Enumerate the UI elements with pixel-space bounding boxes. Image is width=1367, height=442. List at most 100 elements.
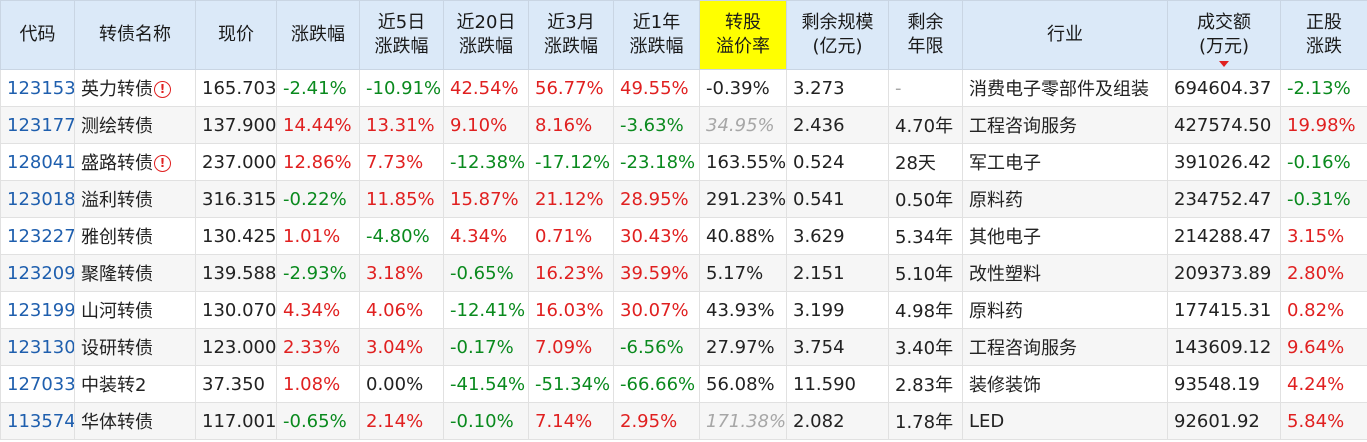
change-1y-cell: -6.56% — [613, 328, 700, 366]
change-5d-cell: 2.14% — [359, 402, 444, 440]
stock-change-cell-text: -0.16% — [1287, 151, 1351, 173]
name-cell[interactable]: 盛路转债! — [74, 143, 196, 181]
change-cell-text: -0.22% — [283, 188, 347, 210]
premium-cell-text: 56.08% — [706, 373, 775, 395]
years-cell-text: 1.78年 — [895, 412, 954, 433]
change-20d-cell-text: -12.38% — [450, 151, 526, 173]
change-20d-cell-text: -0.65% — [450, 262, 514, 284]
code-cell[interactable]: 123199 — [0, 291, 75, 329]
change-5d-cell-text: -10.91% — [366, 77, 442, 99]
scale-cell-text: 0.541 — [793, 188, 845, 210]
change-20d-cell: -0.10% — [443, 402, 529, 440]
premium-cell: 56.08% — [699, 365, 787, 403]
change-cell-text: 4.34% — [283, 299, 341, 321]
name-cell[interactable]: 山河转债 — [74, 291, 196, 329]
name-cell[interactable]: 测绘转债 — [74, 106, 196, 144]
code-cell[interactable]: 123227 — [0, 217, 75, 255]
change-cell-text: -2.41% — [283, 77, 347, 99]
change-1y-cell: 30.43% — [613, 217, 700, 255]
name-cell[interactable]: 中装转2 — [74, 365, 196, 403]
change-1y-cell: -66.66% — [613, 365, 700, 403]
code-cell[interactable]: 123177 — [0, 106, 75, 144]
table-row[interactable]: 123130 设研转债 123.000 2.33% 3.04% -0.17% 7.09% -6… — [0, 328, 1367, 366]
change-3m-cell-text: 0.71% — [535, 225, 593, 247]
scale-cell-text: 0.524 — [793, 151, 845, 173]
table-row[interactable]: 123153 英力转债! 165.703 -2.41% -10.91% 42.54% 56.… — [0, 69, 1367, 107]
change-5d-cell-text: 3.18% — [366, 262, 424, 284]
change-1y-cell-text: 2.95% — [620, 410, 678, 432]
table-row[interactable]: 123199 山河转债 130.070 4.34% 4.06% -12.41% 16.03%… — [0, 291, 1367, 329]
change-1y-cell: 49.55% — [613, 69, 700, 107]
col-header-industry[interactable]: 行业 — [962, 0, 1168, 70]
table-row[interactable]: 128041 盛路转债! 237.000 12.86% 7.73% -12.38% -17.… — [0, 143, 1367, 181]
price-cell-text: 165.703 — [202, 77, 277, 99]
premium-cell: 171.38% — [699, 402, 787, 440]
code-cell[interactable]: 127033 — [0, 365, 75, 403]
name-cell-text: 雅创转债 — [81, 227, 153, 248]
warning-icon[interactable]: ! — [154, 155, 171, 172]
table-row[interactable]: 123227 雅创转债 130.425 1.01% -4.80% 4.34% 0.71% 30… — [0, 217, 1367, 255]
change-1y-cell: -3.63% — [613, 106, 700, 144]
industry-cell: 改性塑料 — [962, 254, 1168, 292]
table-row[interactable]: 123209 聚隆转债 139.588 -2.93% 3.18% -0.65% 16.23%… — [0, 254, 1367, 292]
code-cell[interactable]: 123153 — [0, 69, 75, 107]
price-cell: 237.000 — [195, 143, 277, 181]
name-cell[interactable]: 聚隆转债 — [74, 254, 196, 292]
code-cell-text: 128041 — [7, 151, 75, 173]
table-row[interactable]: 123177 测绘转债 137.900 14.44% 13.31% 9.10% 8.16% -… — [0, 106, 1367, 144]
name-cell[interactable]: 英力转债! — [74, 69, 196, 107]
name-cell[interactable]: 溢利转债 — [74, 180, 196, 218]
change-20d-cell: 15.87% — [443, 180, 529, 218]
col-header-conversion-premium[interactable]: 转股 溢价率 — [699, 0, 787, 70]
change-cell: 2.33% — [276, 328, 360, 366]
stock-change-cell: -2.13% — [1280, 69, 1367, 107]
premium-cell: 5.17% — [699, 254, 787, 292]
col-header-5d-change[interactable]: 近5日 涨跌幅 — [359, 0, 444, 70]
code-cell[interactable]: 113574 — [0, 402, 75, 440]
col-header-price[interactable]: 现价 — [195, 0, 277, 70]
code-cell[interactable]: 128041 — [0, 143, 75, 181]
warning-icon[interactable]: ! — [154, 81, 171, 98]
years-cell: 1.78年 — [888, 402, 963, 440]
premium-cell: 163.55% — [699, 143, 787, 181]
table-row[interactable]: 127033 中装转2 37.350 1.08% 0.00% -41.54% -51.34%… — [0, 365, 1367, 403]
change-3m-cell-text: 7.14% — [535, 410, 593, 432]
col-header-stock-change[interactable]: 正股 涨跌 — [1280, 0, 1367, 70]
change-1y-cell: 28.95% — [613, 180, 700, 218]
change-cell: 1.01% — [276, 217, 360, 255]
years-cell-text: - — [895, 77, 902, 99]
col-header-name[interactable]: 转债名称 — [74, 0, 196, 70]
code-cell[interactable]: 123018 — [0, 180, 75, 218]
change-3m-cell: -17.12% — [528, 143, 614, 181]
col-header-20d-change[interactable]: 近20日 涨跌幅 — [443, 0, 529, 70]
turnover-cell-text: 214288.47 — [1174, 225, 1272, 247]
col-header-code[interactable]: 代码 — [0, 0, 75, 70]
industry-cell: 原料药 — [962, 291, 1168, 329]
change-cell-text: 2.33% — [283, 336, 341, 358]
years-cell-text: 5.34年 — [895, 227, 954, 248]
col-header-remaining-scale[interactable]: 剩余规模 (亿元) — [786, 0, 889, 70]
name-cell[interactable]: 设研转债 — [74, 328, 196, 366]
years-cell-text: 3.40年 — [895, 338, 954, 359]
col-header-turnover[interactable]: 成交额 (万元) — [1167, 0, 1281, 70]
change-3m-cell: 8.16% — [528, 106, 614, 144]
change-3m-cell-text: 21.12% — [535, 188, 604, 210]
code-cell[interactable]: 123130 — [0, 328, 75, 366]
name-cell[interactable]: 华体转债 — [74, 402, 196, 440]
col-header-3m-change[interactable]: 近3月 涨跌幅 — [528, 0, 614, 70]
col-header-1y-change[interactable]: 近1年 涨跌幅 — [613, 0, 700, 70]
years-cell: 5.34年 — [888, 217, 963, 255]
name-cell[interactable]: 雅创转债 — [74, 217, 196, 255]
price-cell-text: 237.000 — [202, 151, 277, 173]
industry-cell: LED — [962, 402, 1168, 440]
scale-cell-text: 2.151 — [793, 262, 845, 284]
change-1y-cell-text: 30.07% — [620, 299, 689, 321]
turnover-cell: 694604.37 — [1167, 69, 1281, 107]
table-row[interactable]: 113574 华体转债 117.001 -0.65% 2.14% -0.10% 7.14% 2… — [0, 402, 1367, 440]
years-cell: 0.50年 — [888, 180, 963, 218]
col-header-change[interactable]: 涨跌幅 — [276, 0, 360, 70]
code-cell[interactable]: 123209 — [0, 254, 75, 292]
table-row[interactable]: 123018 溢利转债 316.315 -0.22% 11.85% 15.87% 21.12… — [0, 180, 1367, 218]
change-cell: 14.44% — [276, 106, 360, 144]
col-header-remaining-years[interactable]: 剩余 年限 — [888, 0, 963, 70]
